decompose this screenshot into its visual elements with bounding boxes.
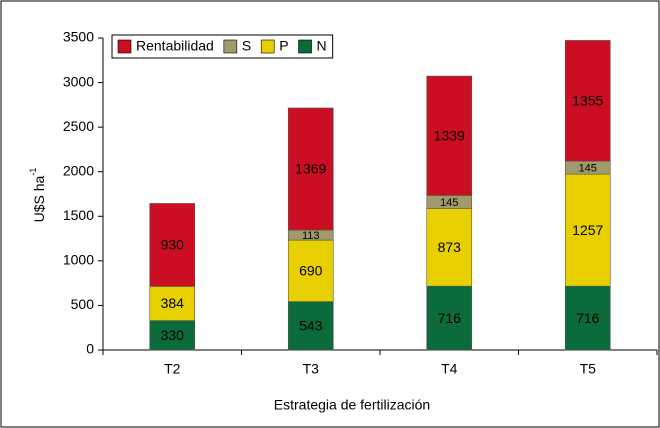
x-tick-label: T5	[580, 361, 597, 377]
y-tick-label: 3000	[63, 73, 94, 89]
y-tick-label: 2000	[63, 162, 94, 178]
value-label: 145	[579, 163, 597, 175]
value-label: 1355	[572, 93, 603, 109]
value-label: 543	[299, 318, 323, 334]
bar-segment	[149, 320, 196, 351]
bar-segment	[426, 75, 473, 196]
y-tick-label: 1000	[63, 252, 94, 268]
y-tick-label: 500	[71, 296, 95, 312]
value-label: 873	[438, 239, 462, 255]
bar-segment	[426, 208, 473, 287]
value-label: 384	[161, 295, 185, 311]
legend-label: P	[279, 38, 288, 54]
bar-segment	[287, 107, 334, 231]
value-label: 1257	[572, 222, 603, 238]
value-label: 330	[161, 327, 185, 343]
x-tick-label: T3	[303, 361, 320, 377]
value-label: 716	[438, 310, 462, 326]
legend-label: S	[242, 38, 251, 54]
bar-segment	[287, 239, 334, 302]
y-axis-label-sup: -1	[28, 168, 38, 176]
value-label: 113	[302, 230, 320, 242]
bar-segment	[149, 286, 196, 321]
legend-box	[111, 34, 334, 59]
x-axis-label: Estrategia de fertilización	[274, 397, 430, 413]
y-tick-label: 3500	[63, 29, 94, 45]
value-label: 1369	[295, 161, 326, 177]
bar-segment	[426, 285, 473, 351]
legend-label: Rentabilidad	[136, 38, 214, 54]
bar-segment	[564, 285, 611, 351]
bar-segment	[564, 40, 611, 162]
value-label: 716	[576, 310, 600, 326]
legend-label: N	[317, 38, 327, 54]
x-tick-label: T4	[441, 361, 458, 377]
y-tick-label: 0	[86, 341, 94, 357]
legend-swatch	[117, 39, 132, 54]
legend-swatch	[260, 39, 275, 54]
legend-swatch	[223, 39, 238, 54]
value-label: 1339	[434, 127, 465, 143]
y-axis-label: U$S ha-1	[28, 168, 46, 223]
value-label: 690	[299, 263, 323, 279]
y-axis-label-main: U$S ha	[31, 175, 47, 222]
bar-segment	[149, 203, 196, 287]
x-tick-label: T2	[164, 361, 181, 377]
y-tick-label: 1500	[63, 207, 94, 223]
legend-swatch	[298, 39, 312, 54]
value-label: 145	[440, 197, 458, 209]
bar-segment	[287, 301, 334, 351]
value-label: 930	[161, 237, 185, 253]
y-tick-label: 2500	[63, 118, 94, 134]
